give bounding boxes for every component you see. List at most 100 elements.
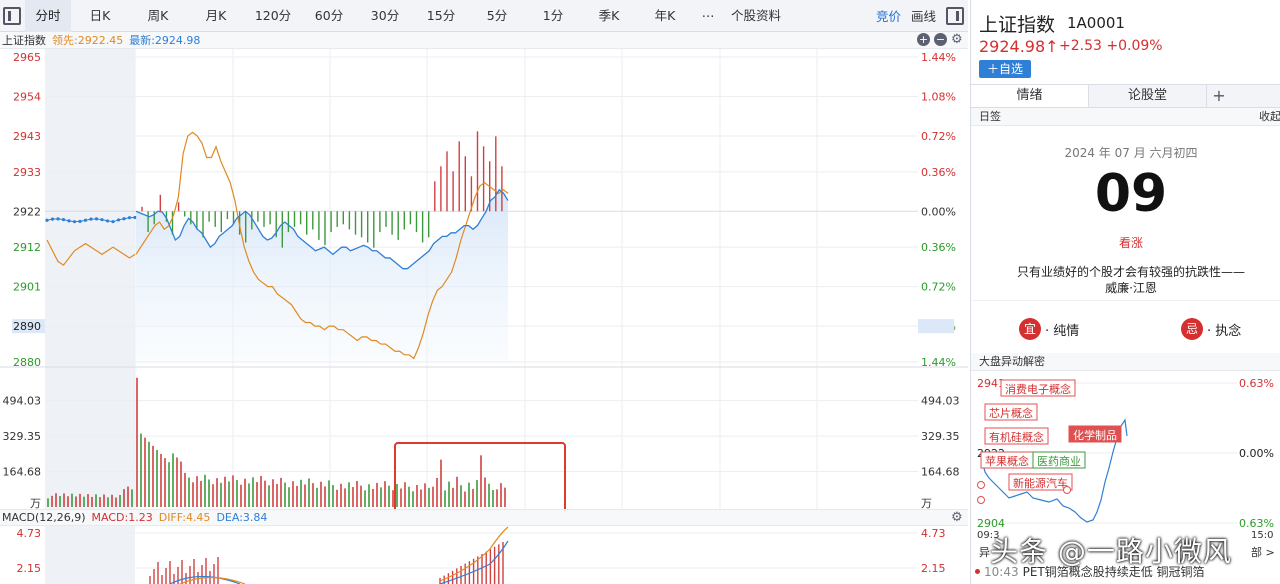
tab-2[interactable]: 周K	[147, 7, 169, 23]
tab-0[interactable]: 分时	[25, 0, 71, 32]
tab-7[interactable]: 15分	[426, 7, 456, 23]
tab-9[interactable]: 1分	[542, 7, 564, 23]
pct-tick-label: 0.36%	[921, 166, 956, 179]
news-time: 10:43	[984, 564, 1019, 579]
lead-line	[135, 131, 509, 360]
pct-tick-label: 0.00%	[921, 205, 956, 218]
index-name: 上证指数	[2, 34, 46, 47]
collapse-button[interactable]: 收起	[1259, 110, 1280, 123]
price-tick-label: 2933	[13, 166, 41, 179]
good-badge: 宜	[1019, 318, 1041, 340]
mini-event-dot	[977, 496, 985, 504]
macd-label: MACD(12,26,9)	[2, 511, 86, 524]
macd-tick-right: 4.73	[921, 527, 946, 540]
watermark: 头条 @一路小微风	[990, 535, 1232, 568]
volume-unit-label-right: 万	[921, 497, 932, 510]
tab-4[interactable]: 120分	[254, 7, 292, 23]
volume-tick-label: 329.35	[3, 430, 42, 443]
mini-price-line	[980, 418, 1128, 523]
tab-8[interactable]: 5分	[486, 7, 508, 23]
macd-tick-left: 2.15	[17, 562, 42, 575]
mini-tick-right: 0.63%	[1239, 517, 1274, 530]
price-tick-label: 2880	[13, 356, 41, 369]
mini-tag-box	[1008, 473, 1073, 491]
outlook-text: 看涨	[1118, 236, 1143, 250]
pct-tick-label: 1.44%	[921, 356, 956, 369]
volume-tick-label: 494.03	[3, 395, 42, 408]
bad-item: 忌 · 执念	[1181, 318, 1241, 340]
news-text: PET铜箔概念股持续走低 铜冠铜箔	[1022, 565, 1205, 579]
volume-tick-label-right: 494.03	[921, 395, 960, 408]
price-tick-label: 2943	[13, 130, 41, 143]
macd-tick-left: 4.73	[17, 527, 42, 540]
mini-tag-box	[1000, 379, 1076, 397]
mini-tag-label: 有机硅概念	[989, 430, 1044, 444]
diff-line	[179, 576, 246, 584]
pct-tick-label: 1.08%	[921, 90, 956, 103]
price-tag-bg	[12, 319, 45, 334]
dea-line	[439, 540, 509, 584]
tab-5[interactable]: 60分	[314, 7, 344, 23]
add-watchlist-button[interactable]: ＋自选	[979, 60, 1031, 78]
bad-badge: 忌	[1181, 318, 1203, 340]
quote-line-1: 只有业绩好的个股才会有较强的抗跌性——	[1016, 265, 1245, 279]
stock-price: 2924.98↑	[979, 37, 1059, 56]
tab-12[interactable]: ⋯	[701, 7, 715, 23]
diff-value: DIFF:4.45	[158, 511, 211, 524]
pct-tag-bg	[918, 319, 954, 334]
macd-value: MACD:1.23	[91, 511, 153, 524]
stock-change: +2.53 +0.09%	[1059, 38, 1163, 54]
anomaly-footer: 异 部 >	[979, 544, 1275, 560]
mini-time-start: 09:3	[977, 530, 999, 540]
anomaly-mini-chart[interactable]: 29410.63%29220.00%29040.63%09:315:0消费电子概…	[971, 372, 1280, 540]
tab-3[interactable]: 月K	[205, 7, 227, 23]
volume-unit-label: 万	[30, 497, 41, 510]
price-tick-label: 2965	[13, 51, 41, 64]
tab-sentiment[interactable]: 情绪	[971, 85, 1089, 107]
tab-1[interactable]: 日K	[89, 7, 111, 23]
zoom-in-icon[interactable]: +	[917, 33, 930, 46]
anomaly-label: 大盘异动解密	[979, 355, 1045, 368]
mini-tick-right: 0.63%	[1239, 377, 1274, 390]
premarket-line	[46, 216, 136, 223]
price-tick-label: 2901	[13, 281, 41, 294]
intraday-chart[interactable]: 2965 1.44% 2954 1.08% 2943 0.72% 2933 0.36% 2922…	[0, 49, 968, 584]
draw-line-button[interactable]: 画线	[910, 9, 936, 24]
volume-tick-label-right: 164.68	[921, 466, 960, 479]
mini-tag-label: 苹果概念	[985, 454, 1029, 468]
more-link[interactable]: 部 >	[1251, 546, 1275, 559]
calendar-day: 09	[1094, 164, 1168, 224]
chart-info-line: 上证指数 领先:2922.45 最新:2924.98 + − ⚙	[0, 32, 968, 49]
mini-tag-box	[1032, 451, 1086, 469]
add-tab-icon[interactable]: +	[1212, 86, 1226, 105]
tab-10[interactable]: 季K	[598, 7, 620, 23]
tab-6[interactable]: 30分	[370, 7, 400, 23]
toggle-left-panel-icon[interactable]	[3, 6, 21, 25]
volume-tick-label: 164.68	[3, 466, 42, 479]
premarket-dot	[133, 215, 137, 220]
macd-info-line: MACD(12,26,9) MACD:1.23 DIFF:4.45 DEA:3.…	[0, 509, 968, 526]
macd-gear-icon[interactable]: ⚙	[951, 510, 963, 525]
anomaly-footer-label: 异	[979, 546, 990, 559]
price-tick-label: 2912	[13, 241, 41, 254]
news-item[interactable]: 10:43 PET铜箔概念股持续走低 铜冠铜箔	[975, 563, 1205, 580]
mini-time-end: 15:0	[1251, 530, 1273, 540]
mini-tag-label: 芯片概念	[989, 406, 1033, 420]
zoom-out-icon[interactable]: −	[934, 33, 947, 46]
price-line	[135, 188, 509, 270]
tab-13[interactable]: 个股资料	[730, 7, 781, 23]
tab-forum[interactable]: 论股堂	[1089, 85, 1207, 107]
gear-icon[interactable]: ⚙	[951, 32, 963, 47]
price-tick-label: 2922	[13, 205, 41, 218]
auction-shade	[45, 49, 135, 584]
tab-11[interactable]: 年K	[654, 7, 676, 23]
news-dot	[975, 569, 980, 574]
pct-tick-label: 0.72%	[921, 281, 956, 294]
toggle-right-panel-icon[interactable]	[946, 6, 964, 25]
macd-tick-right: 2.15	[921, 562, 946, 575]
calendar-label: 日签	[979, 110, 1001, 123]
lead-value: 领先:2922.45	[52, 34, 124, 47]
bad-text: · 执念	[1207, 323, 1242, 339]
daily-quote: 只有业绩好的个股才会有较强的抗跌性—— 威廉·江恩	[971, 264, 1280, 296]
bid-button[interactable]: 竞价	[875, 9, 901, 24]
